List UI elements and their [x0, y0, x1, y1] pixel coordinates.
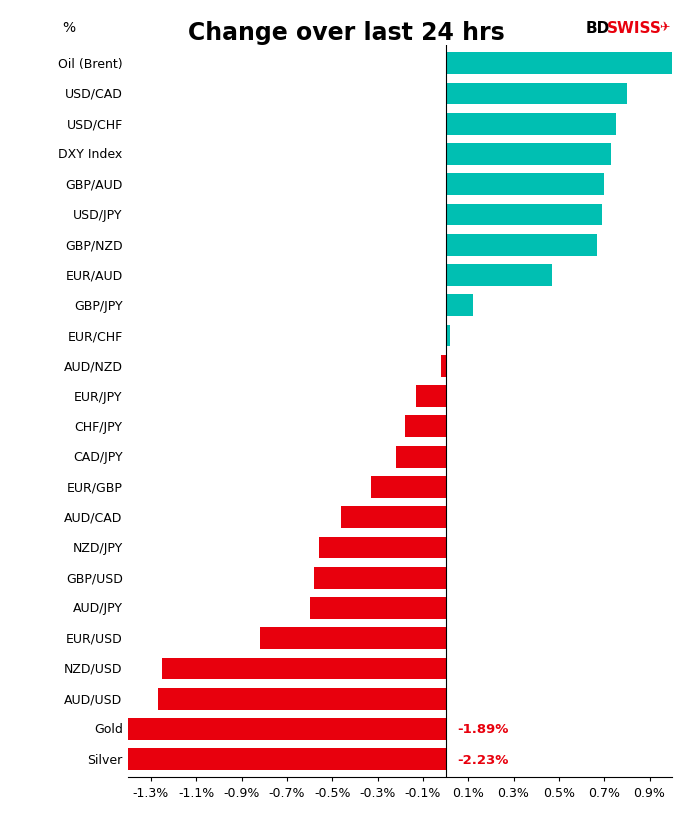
Bar	[396, 446, 446, 468]
Text: SWISS: SWISS	[606, 21, 661, 36]
Bar	[371, 477, 446, 498]
Bar	[0, 748, 446, 770]
Bar	[446, 114, 615, 135]
Bar	[446, 54, 693, 75]
Text: ✈: ✈	[660, 21, 670, 34]
Bar	[17, 718, 446, 740]
Bar	[446, 295, 473, 317]
Bar	[446, 174, 604, 196]
Bar	[446, 144, 611, 166]
Bar	[446, 325, 450, 347]
Bar	[446, 235, 597, 257]
Text: Change over last 24 hrs: Change over last 24 hrs	[188, 21, 505, 45]
Bar	[260, 628, 446, 650]
Text: %: %	[62, 21, 76, 35]
Bar	[446, 84, 627, 105]
Bar	[446, 204, 602, 226]
Bar	[446, 265, 552, 287]
Bar	[416, 385, 446, 407]
Bar	[310, 598, 446, 619]
Text: BD: BD	[586, 21, 610, 36]
Bar	[405, 416, 446, 438]
Text: +1.40%: +1.40%	[457, 58, 514, 70]
Bar	[319, 537, 446, 558]
Text: -2.23%: -2.23%	[457, 753, 508, 766]
Text: -1.89%: -1.89%	[457, 722, 508, 736]
Bar	[158, 688, 446, 710]
Bar	[162, 658, 446, 680]
Bar	[341, 507, 446, 528]
Bar	[314, 567, 446, 589]
Bar	[441, 355, 446, 377]
